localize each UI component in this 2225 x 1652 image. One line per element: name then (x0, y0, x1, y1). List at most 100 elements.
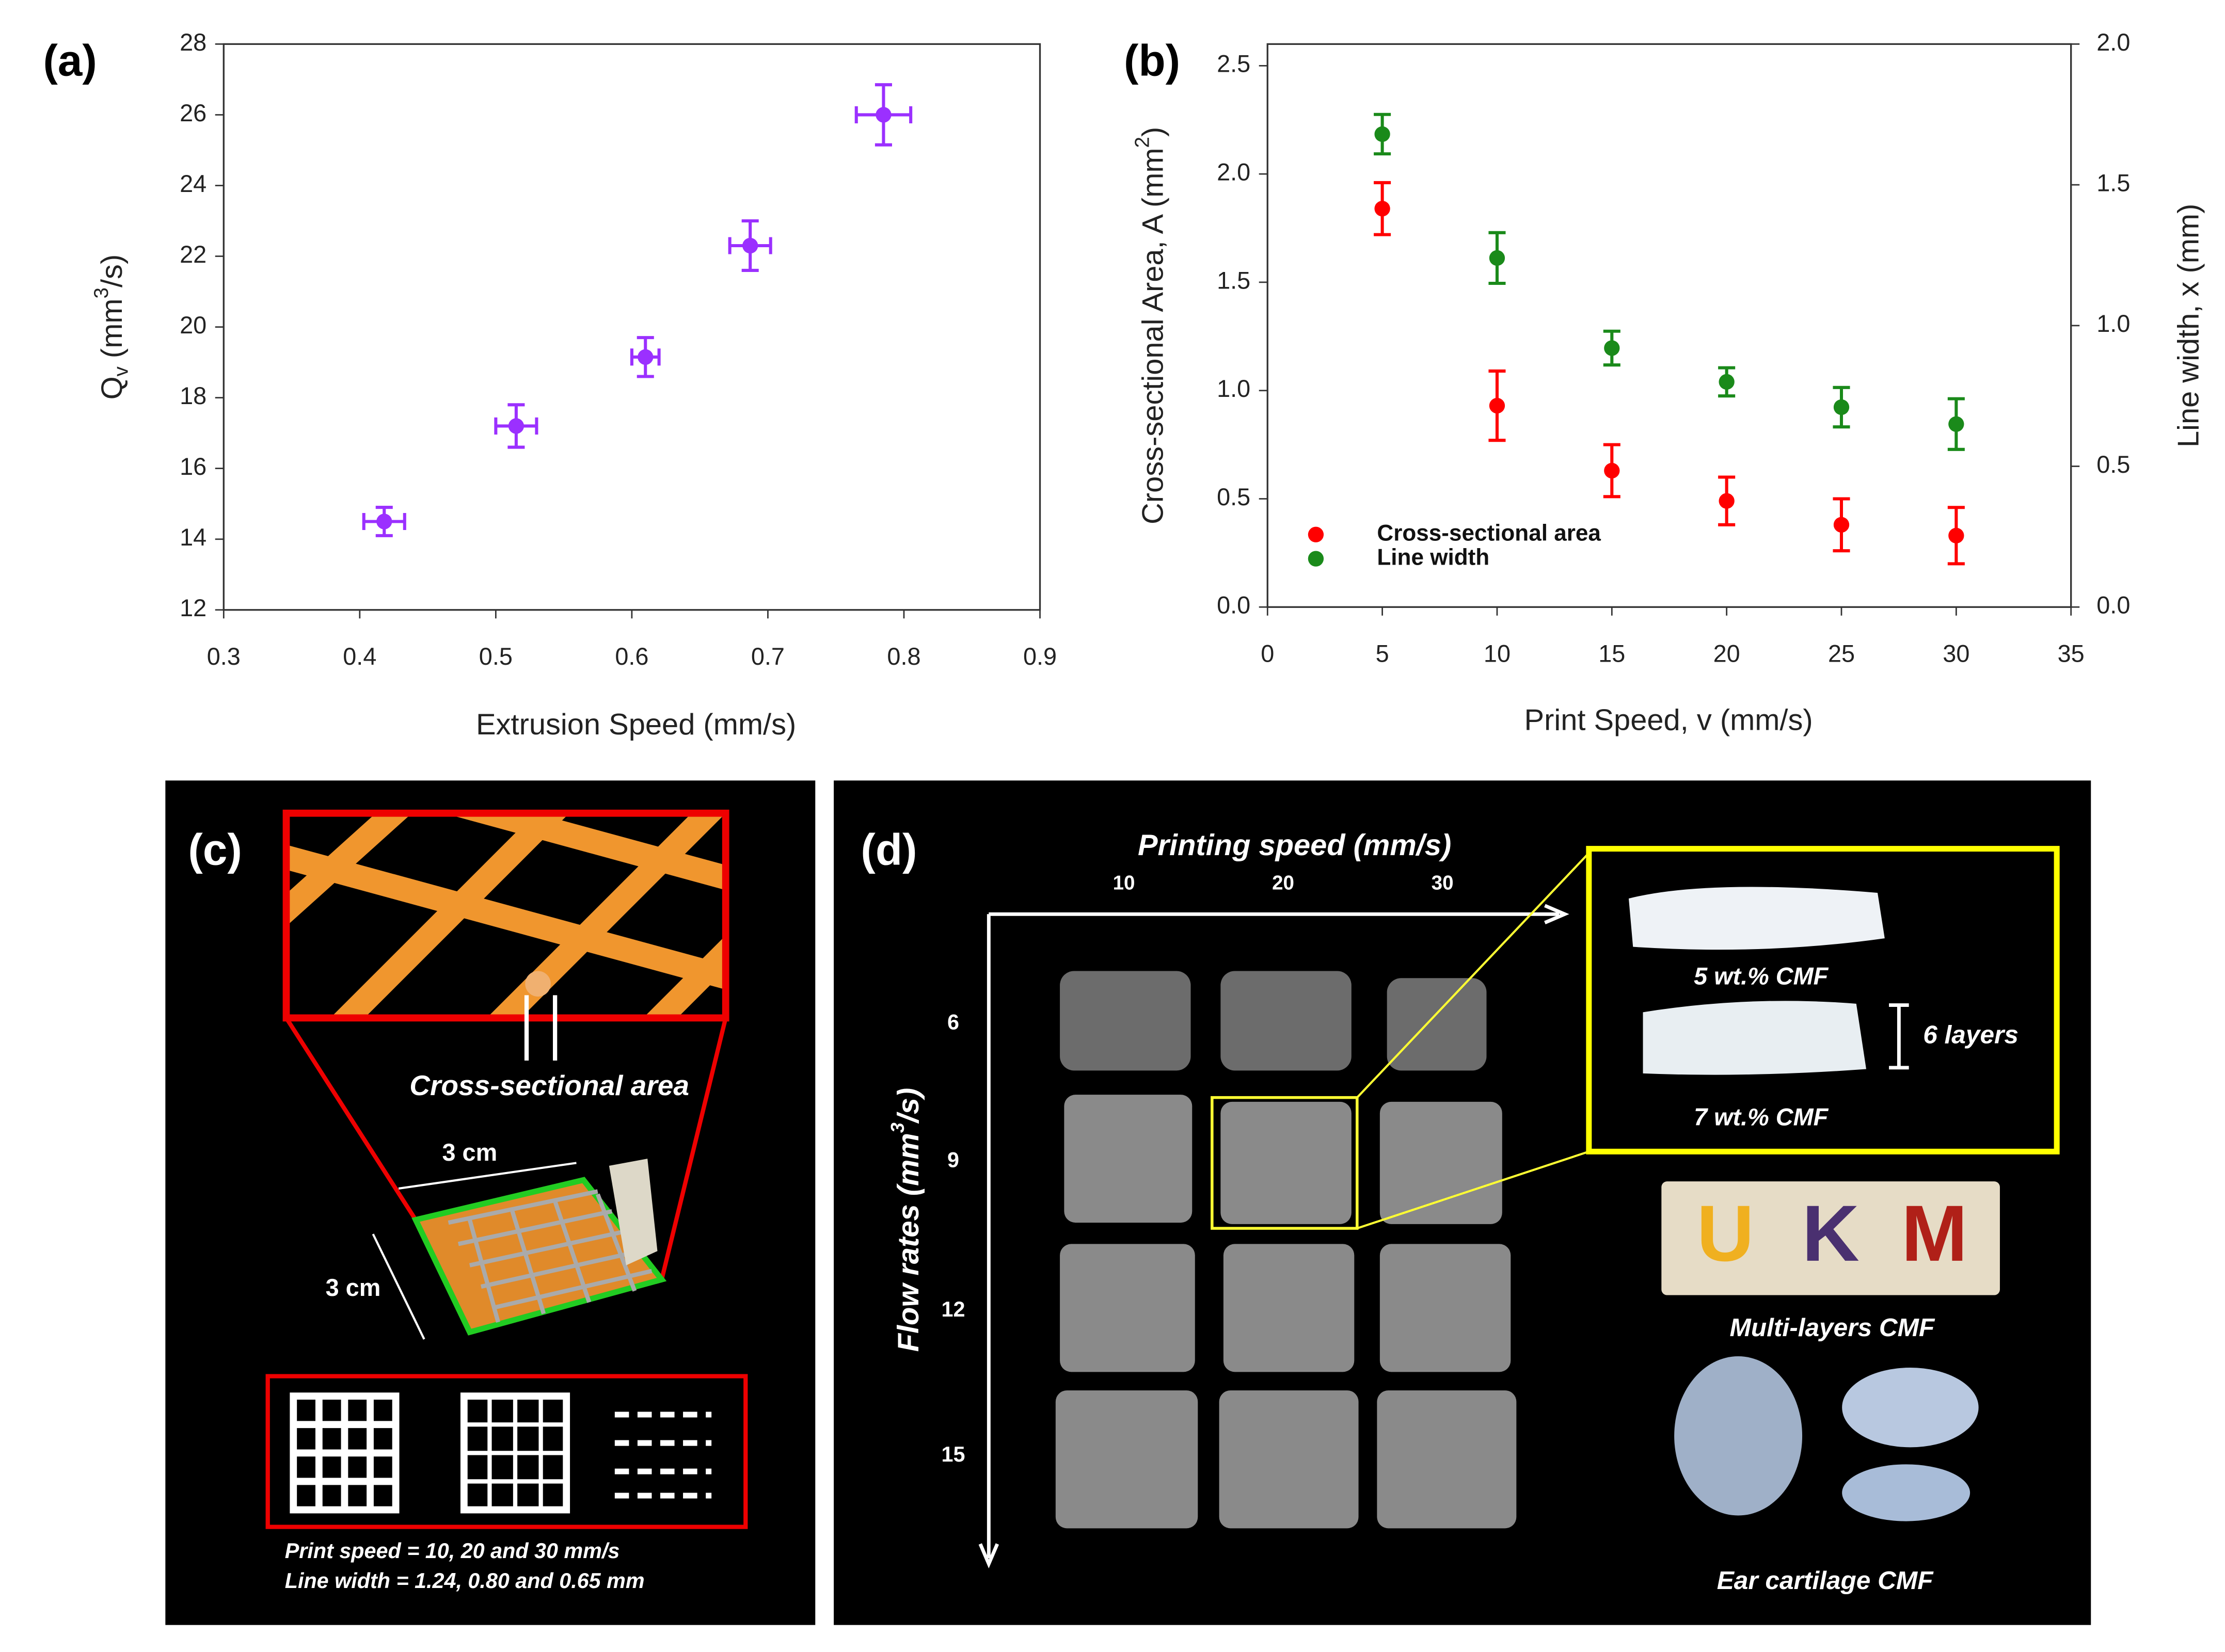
axis-label-part: Cross-sectional Area, A (mm (1137, 148, 1170, 524)
x-tick-label: 25 (1828, 640, 1855, 667)
dimension: 3 cm (442, 1139, 497, 1166)
point (376, 514, 392, 530)
y2-tick-label: 0.5 (2096, 451, 2130, 478)
x-tick-label: 30 (1943, 640, 1969, 667)
y-tick-label: 16 (180, 453, 206, 480)
zoom-lines (284, 1017, 728, 1280)
point (1489, 250, 1505, 266)
column-title: Printing speed (mm/s) (1138, 829, 1451, 862)
y-tick-label: 24 (180, 170, 206, 197)
y-tick-label: 18 (180, 382, 206, 409)
axis-label: Qv (mm3/s) (90, 254, 133, 400)
point (1604, 462, 1620, 479)
point (1374, 201, 1390, 217)
y-tick-label: 0.5 (1217, 484, 1250, 510)
letter: U (1697, 1189, 1754, 1278)
point (1374, 126, 1390, 142)
print-box (265, 1374, 748, 1529)
y2-axis-label: Line width, x (mm) (2172, 204, 2205, 447)
scale-bar (1889, 1003, 1909, 1070)
annotation: Cross-sectional area (409, 1069, 689, 1101)
legend-marker (1308, 551, 1324, 567)
x-tick-label: 0 (1261, 640, 1274, 667)
y-tick-label: 20 (180, 312, 206, 339)
caption: Line width = 1.24, 0.80 and 0.65 mm (285, 1569, 645, 1593)
x-axis-label: Extrusion Speed (mm/s) (476, 708, 796, 741)
nozzle (609, 1159, 658, 1265)
x-tick-label: 0.3 (207, 643, 241, 670)
axis-label-part: v (110, 366, 133, 376)
point (876, 107, 892, 123)
y-tick-label: 2.5 (1217, 51, 1250, 77)
row-title-part: /s) (892, 1088, 925, 1125)
x-tick-label: 15 (1598, 640, 1625, 667)
letter: M (1901, 1189, 1968, 1278)
sample (1643, 1001, 1867, 1075)
grid-stripes (286, 813, 726, 1018)
y-tick-label: 26 (180, 100, 206, 126)
row-title-part: Flow rates (mm (892, 1133, 925, 1352)
point (742, 237, 758, 254)
y2-tick-label: 1.0 (2096, 310, 2130, 337)
axis-label-part: 3 (90, 287, 113, 298)
sample-label: Multi-layers CMF (1730, 1313, 1935, 1342)
ear (1842, 1464, 1970, 1521)
sample-label: 7 wt.% CMF (1694, 1103, 1829, 1130)
axis-label-part: Q (96, 376, 129, 399)
ear (1842, 1368, 1979, 1448)
point (1948, 416, 1964, 432)
point (1833, 399, 1850, 415)
point (1719, 374, 1735, 390)
plaque (1661, 1181, 2000, 1295)
axis-label-part: /s) (96, 254, 129, 287)
scale-label: 6 layers (1923, 1020, 2019, 1049)
x-tick-label: 5 (1376, 640, 1389, 667)
ear (1674, 1356, 1803, 1516)
y-tick-label: 28 (180, 29, 206, 56)
filament (525, 971, 551, 997)
x-tick-label: 35 (2058, 640, 2085, 667)
y-tick-label: 0.0 (1217, 592, 1250, 619)
y-tick-label: 12 (180, 595, 206, 621)
sample-label: Ear cartilage CMF (1717, 1566, 1934, 1595)
y-tick-label: 2.0 (1217, 159, 1250, 186)
column-label: 30 (1432, 872, 1454, 894)
zoom-lines (1356, 852, 1590, 1230)
row-title-part: 3 (887, 1122, 908, 1133)
y-tick-label: 1.5 (1217, 267, 1250, 294)
legend-label: Cross-sectional area (1377, 520, 1601, 546)
y-tick-label: 22 (180, 241, 206, 268)
y-tick-label: 1.0 (1217, 375, 1250, 402)
x-tick-label: 10 (1484, 640, 1511, 667)
column-label: 20 (1272, 872, 1294, 894)
point (1833, 517, 1850, 533)
panel-label: (b) (1124, 37, 1180, 86)
panel-label: (d) (861, 825, 917, 874)
y2-tick-label: 0.0 (2096, 592, 2130, 619)
row-label: 6 (947, 1010, 959, 1034)
row-label: 12 (941, 1297, 965, 1321)
point (1489, 397, 1505, 414)
row-label: 9 (947, 1148, 959, 1172)
x-tick-label: 20 (1713, 640, 1740, 667)
point (508, 418, 525, 434)
point (638, 349, 654, 365)
axis-label: Cross-sectional Area, A (mm2) (1132, 127, 1170, 524)
prints (290, 1392, 712, 1514)
x-tick-label: 0.8 (887, 643, 920, 670)
sample (1628, 887, 1885, 950)
panel-label: (c) (188, 825, 242, 874)
dimension: 3 cm (326, 1274, 381, 1301)
dimension-lines (372, 1162, 577, 1340)
x-axis-label: Print Speed, v (mm/s) (1524, 704, 1813, 737)
highlight (1211, 1096, 1359, 1230)
point (1719, 493, 1735, 509)
zoom-frame (282, 809, 729, 1022)
x-tick-label: 0.9 (1023, 643, 1057, 670)
y2-tick-label: 2.0 (2096, 29, 2130, 56)
axis-label-part: 2 (1132, 137, 1154, 148)
letter: K (1802, 1189, 1859, 1278)
x-tick-label: 0.7 (751, 643, 785, 670)
point (1948, 527, 1964, 543)
